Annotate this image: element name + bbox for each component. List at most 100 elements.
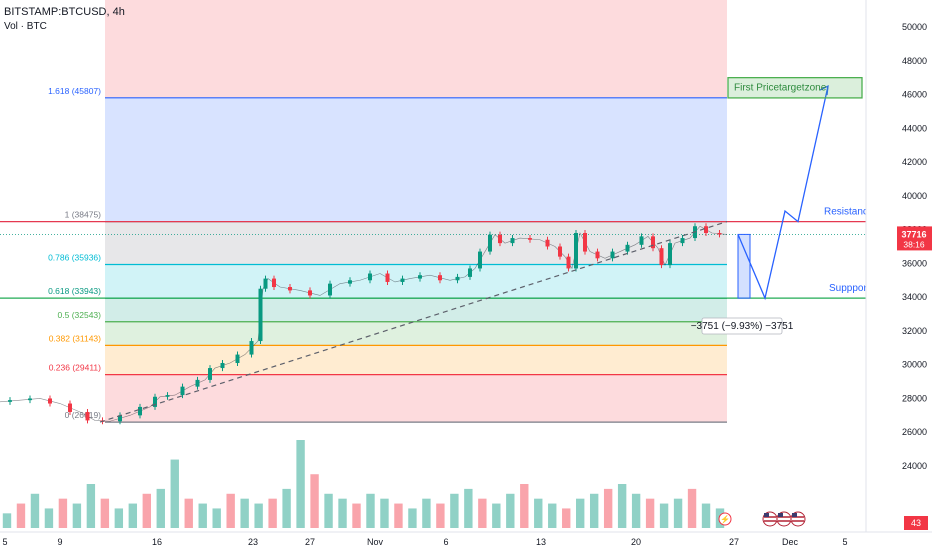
candle-body [348, 280, 352, 284]
volume-bar [212, 508, 221, 528]
price-tick: 40000 [902, 191, 927, 201]
price-tick: 46000 [902, 90, 927, 100]
fib-zone-1.618 [105, 97, 727, 222]
candle-body [566, 256, 571, 269]
fib-label-1: 1 (38475) [65, 210, 102, 220]
candle-body [510, 238, 515, 244]
fib-zone-1 [105, 221, 727, 265]
volume-bar [142, 493, 151, 528]
support-label: Suppport [829, 283, 870, 294]
us-flag-canton [764, 513, 769, 517]
volume-bar [548, 503, 557, 528]
candle-body [668, 243, 672, 266]
volume-bar [687, 488, 697, 528]
resistance-label: Resistance [824, 207, 874, 218]
volume-bar [226, 493, 235, 528]
projection-path [737, 85, 829, 301]
candle-body [498, 234, 502, 244]
price-tick: 24000 [902, 461, 927, 471]
volume-bar [338, 498, 347, 528]
volume-bar [114, 508, 124, 528]
current-price-timer: 38:16 [903, 239, 925, 249]
volume-bar [436, 503, 445, 528]
trendline [99, 221, 728, 423]
candle-body [235, 354, 240, 364]
candle-body [478, 251, 482, 269]
volume-bar [422, 498, 431, 528]
us-flag-canton [792, 513, 797, 517]
candle-body [659, 248, 664, 266]
volume-bar [268, 498, 277, 528]
volume-bar [100, 498, 110, 528]
candle-body [165, 395, 170, 397]
time-tick: 20 [631, 537, 641, 547]
time-tick: 16 [152, 537, 162, 547]
fib-zone-0.382 [105, 345, 727, 375]
volume-bar [450, 493, 459, 528]
target-zone [727, 77, 863, 99]
price-tick: 36000 [902, 258, 927, 268]
time-tick: 9 [57, 537, 62, 547]
volume-bar [576, 498, 585, 528]
fib-zone-top [105, 0, 727, 98]
candle-body [153, 396, 157, 407]
volume-bar [30, 493, 40, 528]
volume-bar [366, 493, 375, 528]
price-axis-bg [866, 0, 932, 532]
candle-body [385, 273, 390, 282]
candle-body [418, 275, 422, 279]
candle-body [625, 244, 630, 252]
symbol-title: BITSTAMP:BTCUSD, 4h [4, 6, 125, 18]
volume-bar [58, 498, 68, 528]
time-tick: 13 [536, 537, 546, 547]
candle-body [288, 287, 292, 291]
volume-bar [673, 498, 683, 528]
time-tick: 27 [305, 537, 315, 547]
candle-body [85, 411, 90, 421]
volume-bar [184, 498, 193, 528]
volume-bar [464, 488, 473, 528]
time-tick: 6 [443, 537, 448, 547]
candle-body [220, 363, 225, 369]
volume-bar [170, 459, 179, 528]
candle-body [208, 368, 212, 380]
fib-zone-0.236 [105, 374, 727, 423]
us-flag-canton [778, 513, 783, 517]
volume-bar [380, 498, 389, 528]
lightning-glyph: ⚡ [720, 514, 730, 524]
measure-box [737, 233, 751, 299]
volume-bar [324, 493, 333, 528]
price-tick: 26000 [902, 427, 927, 437]
volume-bar [701, 503, 711, 528]
measure-label: −3751 (−9.93%) −3751 [691, 321, 794, 332]
volume-bar [562, 508, 571, 528]
candle-body [455, 276, 460, 281]
measure-label-box [701, 317, 783, 335]
volume-bar [617, 484, 627, 528]
fib-label-0.786: 0.786 (35936) [48, 252, 101, 262]
fib-zone-0.618 [105, 298, 727, 322]
time-tick: Nov [367, 537, 384, 547]
fib-label-1.618: 1.618 (45807) [48, 86, 101, 96]
candle-body [195, 379, 200, 387]
candle-body [249, 341, 254, 355]
price-tick: 42000 [902, 157, 927, 167]
volume-bar [296, 440, 305, 528]
volume-bar [86, 484, 96, 528]
volume-bar [645, 498, 655, 528]
time-tick: Dec [782, 537, 799, 547]
candle-body [68, 403, 72, 412]
candle-body [180, 386, 185, 396]
fib-label-0.5: 0.5 (32543) [58, 310, 102, 320]
candle-body [595, 251, 600, 259]
volume-bar [520, 484, 529, 528]
volume-bar [156, 488, 165, 528]
price-tick: 28000 [902, 393, 927, 403]
target-label: First Pricetargetzone [734, 83, 827, 94]
volume-bar [408, 508, 417, 528]
fib-zone-0.5 [105, 321, 727, 346]
candle-body [28, 398, 32, 401]
candle-body [8, 400, 12, 402]
volume-bar [394, 503, 403, 528]
